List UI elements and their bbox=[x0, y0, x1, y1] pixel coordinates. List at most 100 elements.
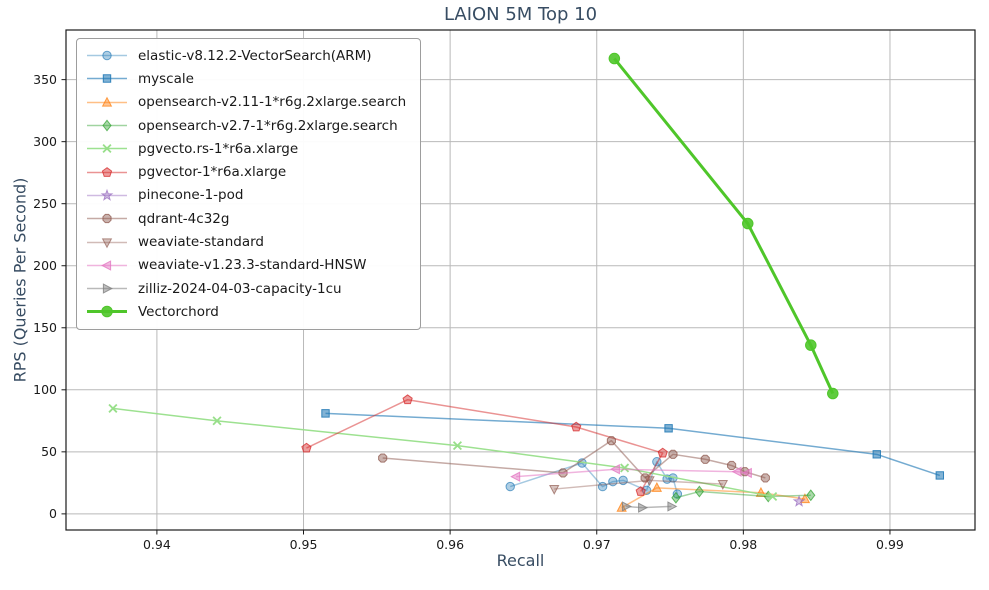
pentagon-marker-icon bbox=[657, 447, 668, 458]
series-line bbox=[613, 57, 835, 395]
series-line bbox=[626, 505, 672, 509]
octagon-marker-icon bbox=[727, 460, 737, 471]
circle-marker-icon bbox=[618, 475, 628, 486]
legend-item: pinecone-1-pod bbox=[85, 184, 406, 207]
legend-marker-triangle-down-icon bbox=[87, 237, 127, 248]
square-marker-icon bbox=[664, 424, 673, 433]
triangle-left-marker-icon bbox=[609, 463, 620, 475]
circle-marker-icon bbox=[827, 387, 839, 400]
series-pinecone-1-pod bbox=[792, 494, 806, 507]
legend-item: pgvector-1*r6a.xlarge bbox=[85, 160, 406, 183]
octagon-marker-icon bbox=[606, 436, 616, 446]
series-opensearch-v2-7-1-r6g-2xlarge-search bbox=[671, 485, 816, 504]
square-marker-icon bbox=[872, 450, 881, 459]
series-myscale bbox=[321, 409, 945, 480]
x-tick-label: 0.95 bbox=[290, 537, 318, 552]
legend-label: pgvecto.rs-1*r6a.xlarge bbox=[138, 140, 299, 157]
legend-item: weaviate-standard bbox=[85, 230, 406, 253]
y-tick-label: 150 bbox=[33, 320, 57, 335]
diamond-marker-icon bbox=[806, 489, 816, 502]
legend-label: opensearch-v2.11-1*r6g.2xlarge.search bbox=[138, 94, 407, 111]
legend-marker-diamond-icon bbox=[87, 119, 127, 132]
triangle-right-marker-icon bbox=[667, 501, 678, 512]
series-line bbox=[510, 461, 679, 495]
x-marker-icon bbox=[620, 463, 630, 473]
x-marker-icon bbox=[768, 491, 778, 502]
x-tick-label: 0.99 bbox=[876, 537, 904, 552]
series-line bbox=[382, 439, 766, 479]
x-marker-icon bbox=[212, 416, 222, 426]
legend-marker-pentagon-icon bbox=[87, 166, 127, 177]
legend-item: Vectorchord bbox=[85, 300, 406, 323]
pentagon-marker-icon bbox=[571, 421, 582, 432]
legend-marker-star-icon bbox=[87, 188, 127, 201]
series-line bbox=[325, 412, 941, 477]
legend-marker-triangle-left-icon bbox=[87, 260, 127, 271]
legend-item: elastic-v8.12.2-VectorSearch(ARM) bbox=[85, 44, 406, 67]
series-line bbox=[516, 468, 748, 478]
y-tick-label: 50 bbox=[41, 444, 57, 459]
legend-item: pgvecto.rs-1*r6a.xlarge bbox=[85, 137, 406, 160]
legend: elastic-v8.12.2-VectorSearch(ARM) myscale… bbox=[76, 38, 422, 330]
legend-item: myscale bbox=[85, 67, 406, 90]
legend-item: weaviate-v1.23.3-standard-HNSW bbox=[85, 254, 406, 277]
legend-label: opensearch-v2.7-1*r6g.2xlarge.search bbox=[138, 117, 398, 134]
series-qdrant-4c32g bbox=[378, 436, 770, 483]
axes-spines bbox=[65, 29, 976, 531]
legend-label: pinecone-1-pod bbox=[138, 187, 244, 204]
triangle-right-marker-icon bbox=[638, 502, 649, 513]
circle-marker-icon bbox=[101, 306, 113, 318]
circle-marker-icon bbox=[742, 217, 754, 230]
triangle-right-marker-icon bbox=[621, 501, 632, 512]
circle-marker-icon bbox=[597, 481, 608, 492]
legend-label: pgvector-1*r6a.xlarge bbox=[138, 164, 287, 181]
octagon-marker-icon bbox=[700, 454, 710, 464]
circle-marker-icon bbox=[505, 481, 515, 492]
series-pgvector-1-r6a-xlarge bbox=[301, 394, 668, 496]
pentagon-marker-icon bbox=[301, 442, 312, 453]
legend-item: zilliz-2024-04-03-capacity-1cu bbox=[85, 277, 406, 300]
chart-title: LAION 5M Top 10 bbox=[443, 4, 598, 25]
square-marker-icon bbox=[102, 74, 112, 84]
x-tick-label: 0.98 bbox=[729, 537, 757, 552]
legend-label: zilliz-2024-04-03-capacity-1cu bbox=[138, 280, 342, 297]
y-tick-label: 100 bbox=[33, 382, 57, 397]
triangle-right-marker-icon bbox=[102, 283, 113, 294]
series-weaviate-v1-23-3-standard-hnsw bbox=[510, 463, 752, 482]
series-line bbox=[554, 479, 723, 490]
x-tick-label: 0.94 bbox=[143, 537, 171, 552]
legend-label: Vectorchord bbox=[138, 303, 219, 320]
legend-label: qdrant-4c32g bbox=[138, 210, 230, 227]
x-marker-icon bbox=[452, 441, 462, 451]
x-tick-label: 0.96 bbox=[436, 537, 464, 552]
triangle-left-marker-icon bbox=[101, 260, 112, 271]
octagon-marker-icon bbox=[102, 214, 112, 224]
circle-marker-icon bbox=[805, 339, 817, 351]
legend-label: elastic-v8.12.2-VectorSearch(ARM) bbox=[138, 47, 372, 64]
series-line bbox=[306, 398, 664, 492]
legend-marker-circle-icon bbox=[87, 50, 127, 61]
octagon-marker-icon bbox=[760, 473, 770, 483]
series-line bbox=[675, 490, 811, 499]
triangle-up-marker-icon bbox=[651, 481, 663, 492]
legend-marker-octagon-icon bbox=[87, 214, 127, 224]
x-marker-icon bbox=[108, 403, 118, 413]
pentagon-marker-icon bbox=[635, 486, 646, 496]
triangle-left-marker-icon bbox=[510, 471, 521, 482]
triangle-down-marker-icon bbox=[548, 484, 560, 495]
diamond-marker-icon bbox=[102, 119, 112, 132]
legend-item: qdrant-4c32g bbox=[85, 207, 406, 230]
legend-label: weaviate-v1.23.3-standard-HNSW bbox=[138, 257, 367, 274]
star-marker-icon bbox=[792, 494, 806, 507]
legend-marker-triangle-right-icon bbox=[87, 283, 127, 294]
legend-marker-x-icon bbox=[87, 144, 127, 154]
octagon-marker-icon bbox=[668, 449, 678, 459]
x-tick-label: 0.97 bbox=[583, 537, 611, 552]
y-tick-label: 300 bbox=[33, 134, 57, 149]
series-zilliz-2024-04-03-capacity-1cu bbox=[621, 501, 678, 513]
triangle-down-marker-icon bbox=[717, 479, 729, 490]
square-marker-icon bbox=[321, 409, 330, 418]
triangle-down-marker-icon bbox=[644, 476, 655, 487]
legend-marker-square-icon bbox=[87, 74, 127, 84]
